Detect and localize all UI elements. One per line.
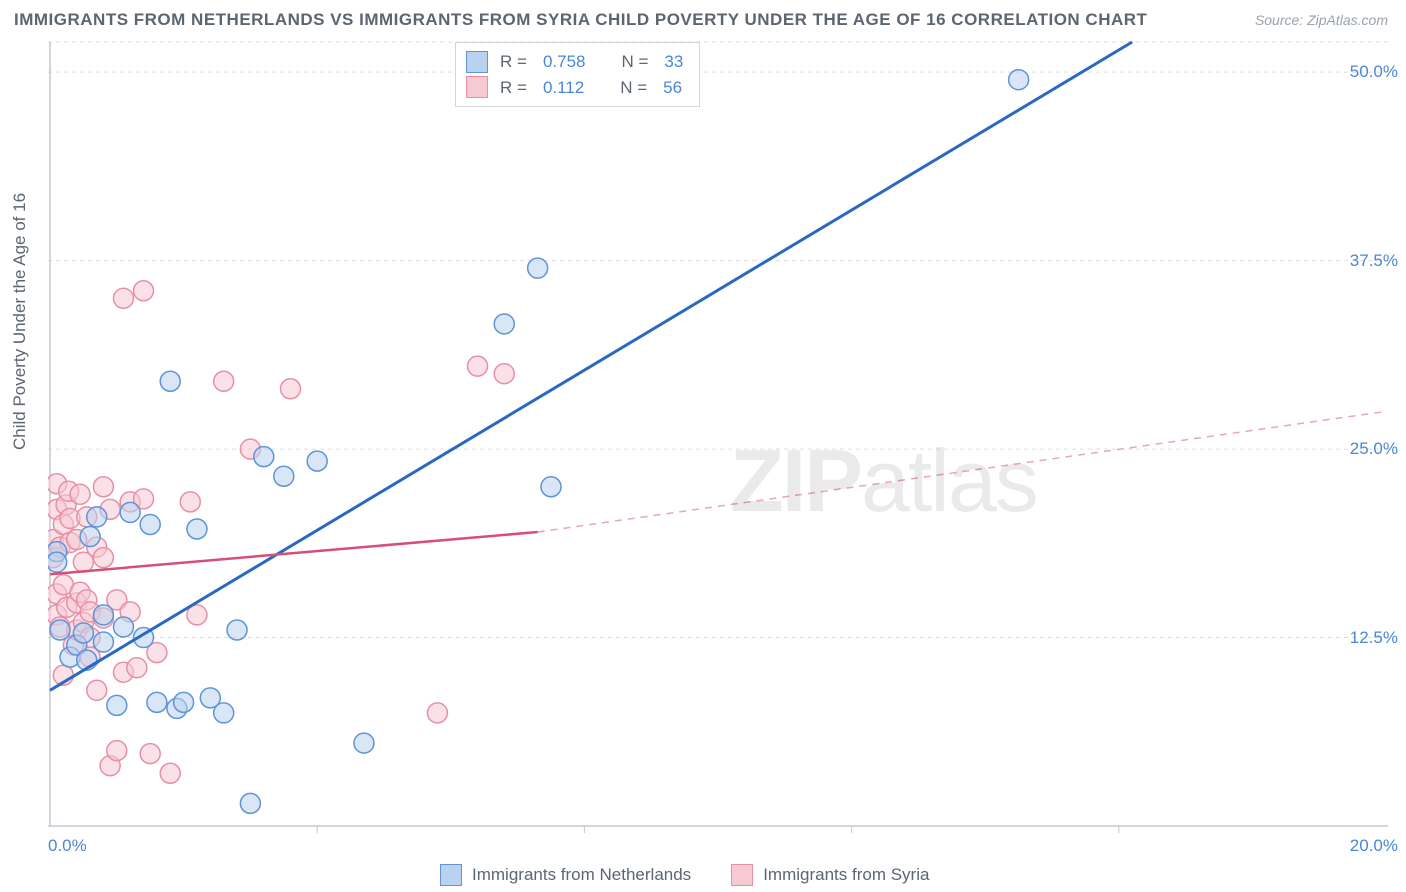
- y-tick-label: 50.0%: [1350, 62, 1398, 82]
- swatch-netherlands: [466, 51, 488, 73]
- r-label: R =: [500, 75, 527, 101]
- x-tick-label: 20.0%: [1350, 836, 1398, 856]
- swatch-netherlands-icon: [440, 864, 462, 886]
- n-label: N =: [620, 75, 647, 101]
- y-tick-label: 37.5%: [1350, 251, 1398, 271]
- legend-item-syria: Immigrants from Syria: [731, 864, 929, 886]
- scatter-plot: [48, 36, 1388, 846]
- n-value-syria: 56: [663, 75, 682, 101]
- series-legend: Immigrants from Netherlands Immigrants f…: [440, 864, 929, 886]
- y-axis-label: Child Poverty Under the Age of 16: [10, 193, 30, 450]
- legend-label-syria: Immigrants from Syria: [763, 865, 929, 885]
- legend-row-netherlands: R = 0.758 N = 33: [466, 49, 683, 75]
- x-tick-label: 0.0%: [48, 836, 87, 856]
- y-tick-label: 25.0%: [1350, 439, 1398, 459]
- legend-label-netherlands: Immigrants from Netherlands: [472, 865, 691, 885]
- n-label: N =: [621, 49, 648, 75]
- r-value-netherlands: 0.758: [543, 49, 586, 75]
- swatch-syria-icon: [731, 864, 753, 886]
- r-value-syria: 0.112: [543, 75, 584, 101]
- y-tick-label: 12.5%: [1350, 628, 1398, 648]
- legend-item-netherlands: Immigrants from Netherlands: [440, 864, 691, 886]
- source-label: Source: ZipAtlas.com: [1255, 12, 1388, 28]
- n-value-netherlands: 33: [664, 49, 683, 75]
- swatch-syria: [466, 76, 488, 98]
- legend-row-syria: R = 0.112 N = 56: [466, 75, 683, 101]
- r-label: R =: [500, 49, 527, 75]
- chart-title: IMMIGRANTS FROM NETHERLANDS VS IMMIGRANT…: [14, 10, 1147, 30]
- correlation-legend: R = 0.758 N = 33 R = 0.112 N = 56: [455, 42, 700, 107]
- plot-svg: [48, 36, 1388, 846]
